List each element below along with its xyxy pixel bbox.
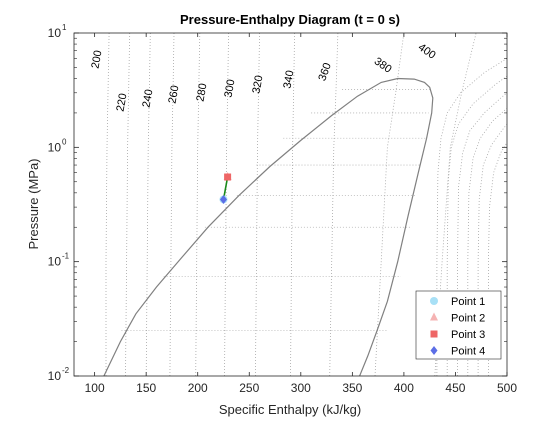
data-point-4 bbox=[219, 194, 227, 204]
legend-marker-3 bbox=[430, 330, 438, 338]
y-tick-exponent: -2 bbox=[62, 366, 70, 375]
axes-box bbox=[73, 32, 508, 377]
isotherm-line-360 bbox=[329, 33, 339, 376]
saturation-dome-line bbox=[103, 77, 434, 376]
x-tick-label: 300 bbox=[291, 381, 311, 395]
legend-label-4: Point 4 bbox=[451, 346, 485, 358]
isotherm-line-300 bbox=[224, 33, 229, 376]
y-tick-label: 10 bbox=[48, 369, 62, 383]
legend-marker-2 bbox=[430, 312, 438, 321]
data-point-3 bbox=[224, 173, 232, 181]
legend-label-1: Point 1 bbox=[451, 296, 485, 308]
superheat-isotherm-line bbox=[436, 58, 507, 376]
y-tick-exponent: 1 bbox=[62, 23, 67, 32]
isotherm-label-260: 260 bbox=[167, 84, 182, 104]
isotherm-line-320 bbox=[255, 33, 260, 376]
x-tick-label: 500 bbox=[497, 381, 517, 395]
isotherm-label-280: 280 bbox=[195, 82, 210, 102]
isotherm-line-240 bbox=[145, 33, 151, 376]
y-tick-exponent: 0 bbox=[62, 137, 67, 146]
y-tick-label: 10 bbox=[48, 140, 62, 154]
x-tick-label: 200 bbox=[188, 381, 208, 395]
legend-label-2: Point 2 bbox=[451, 313, 485, 325]
isotherm-label-240: 240 bbox=[141, 88, 156, 108]
plot-content bbox=[103, 33, 507, 376]
chart-title: Pressure-Enthalpy Diagram (t = 0 s) bbox=[180, 12, 400, 27]
superheat-isotherm-line bbox=[477, 123, 507, 376]
isotherm-label-320: 320 bbox=[251, 74, 266, 94]
x-tick-label: 100 bbox=[85, 381, 105, 395]
isotherm-line-260 bbox=[169, 33, 175, 376]
superheat-isotherm-line bbox=[488, 142, 507, 376]
x-tick-label: 350 bbox=[342, 381, 362, 395]
x-tick-label: 450 bbox=[445, 381, 465, 395]
isotherm-label-300: 300 bbox=[223, 78, 238, 98]
y-tick-exponent: -1 bbox=[62, 252, 70, 261]
x-axis-ticks: 100 150 200 250 300 350 400 450 500 bbox=[85, 33, 517, 395]
isotherm-label-360: 360 bbox=[316, 61, 334, 82]
x-tick-label: 250 bbox=[239, 381, 259, 395]
isotherm-label-200: 200 bbox=[90, 49, 105, 69]
y-axis-label: Pressure (MPa) bbox=[26, 158, 41, 249]
x-tick-label: 400 bbox=[394, 381, 414, 395]
y-tick-label: 10 bbox=[48, 255, 62, 269]
legend-marker-4 bbox=[430, 346, 438, 355]
y-tick-label: 10 bbox=[48, 26, 62, 40]
legend-marker-1 bbox=[430, 297, 438, 305]
isotherm-label-220: 220 bbox=[115, 92, 130, 112]
isotherm-line-220 bbox=[125, 33, 131, 376]
isotherm-line-280 bbox=[195, 33, 201, 376]
legend-label-3: Point 3 bbox=[451, 329, 485, 341]
isotherm-label-340: 340 bbox=[282, 69, 297, 89]
legend-box bbox=[415, 290, 502, 360]
superheat-isotherm-line bbox=[457, 92, 507, 376]
legend: Point 1 Point 2 Point 3 Point 4 bbox=[415, 290, 502, 360]
superheat-isotherm-line bbox=[467, 107, 507, 376]
isotherm-line-200 bbox=[105, 33, 110, 376]
x-axis-label: Specific Enthalpy (kJ/kg) bbox=[219, 402, 361, 417]
x-tick-label: 150 bbox=[136, 381, 156, 395]
